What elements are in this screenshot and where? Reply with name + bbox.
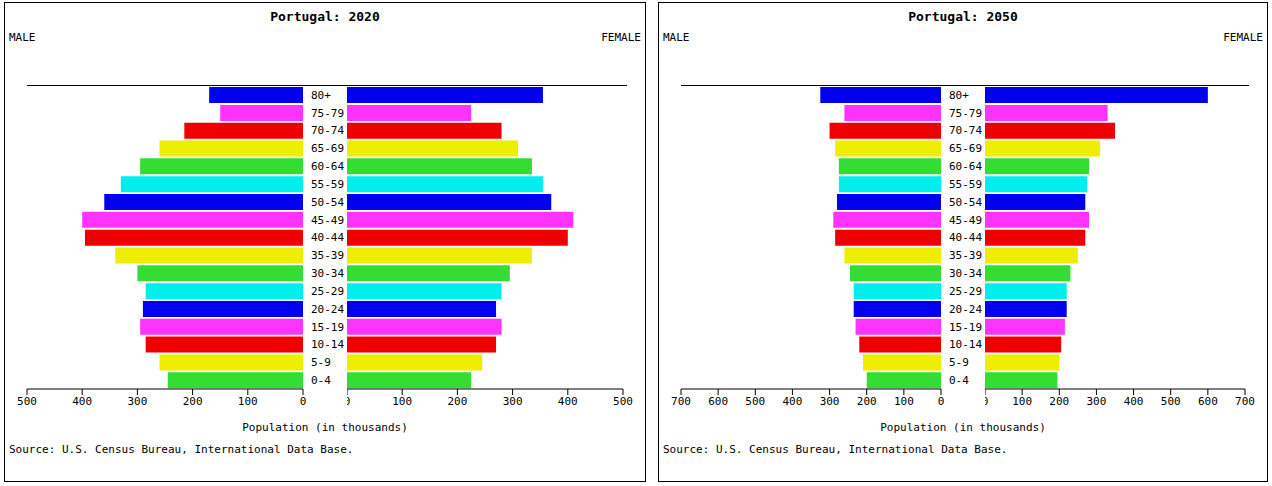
html-text:FEMALE: FEMALE — [601, 31, 641, 44]
svg-text:400: 400 — [782, 395, 802, 408]
svg-text:55-59: 55-59 — [311, 178, 344, 191]
svg-text:500: 500 — [1161, 395, 1181, 408]
svg-text:300: 300 — [127, 395, 147, 408]
html-text:Population (in thousands): Population (in thousands) — [242, 421, 408, 434]
svg-text:100: 100 — [1012, 395, 1032, 408]
svg-text:100: 100 — [238, 395, 258, 408]
svg-text:50-54: 50-54 — [949, 196, 982, 209]
svg-text:45-49: 45-49 — [949, 214, 982, 227]
svg-text:200: 200 — [857, 395, 877, 408]
svg-text:0: 0 — [985, 395, 988, 408]
svg-text:60-64: 60-64 — [949, 160, 982, 173]
svg-text:300: 300 — [503, 395, 523, 408]
svg-text:700: 700 — [1235, 395, 1255, 408]
svg-text:45-49: 45-49 — [311, 214, 344, 227]
html-text:Source: U.S. Census Bureau, In: Source: U.S. Census Bureau, Internationa… — [663, 443, 1008, 456]
svg-text:50-54: 50-54 — [311, 196, 344, 209]
svg-text:5-9: 5-9 — [311, 356, 331, 369]
svg-text:15-19: 15-19 — [311, 321, 344, 334]
svg-text:35-39: 35-39 — [949, 249, 982, 262]
svg-text:500: 500 — [613, 395, 633, 408]
svg-text:200: 200 — [447, 395, 467, 408]
svg-text:40-44: 40-44 — [949, 231, 982, 244]
svg-text:400: 400 — [558, 395, 578, 408]
svg-text:0-4: 0-4 — [311, 374, 331, 387]
svg-text:30-34: 30-34 — [949, 267, 982, 280]
svg-text:25-29: 25-29 — [949, 285, 982, 298]
svg-text:10-14: 10-14 — [311, 338, 344, 351]
svg-text:80+: 80+ — [311, 89, 331, 102]
svg-text:500: 500 — [17, 395, 37, 408]
svg-text:300: 300 — [1086, 395, 1106, 408]
svg-text:400: 400 — [72, 395, 92, 408]
svg-text:0: 0 — [300, 395, 307, 408]
svg-text:600: 600 — [1198, 395, 1218, 408]
svg-text:65-69: 65-69 — [949, 142, 982, 155]
html-text:Source: U.S. Census Bureau, In: Source: U.S. Census Bureau, Internationa… — [9, 443, 354, 456]
svg-text:75-79: 75-79 — [949, 107, 982, 120]
svg-text:100: 100 — [894, 395, 914, 408]
svg-text:55-59: 55-59 — [949, 178, 982, 191]
svg-text:60-64: 60-64 — [311, 160, 344, 173]
svg-text:400: 400 — [1124, 395, 1144, 408]
svg-text:5-9: 5-9 — [949, 356, 969, 369]
svg-text:20-24: 20-24 — [949, 303, 982, 316]
html-text:MALE: MALE — [9, 31, 36, 44]
svg-text:100: 100 — [392, 395, 412, 408]
html-text:Portugal: 2020: Portugal: 2020 — [270, 9, 380, 24]
html-text:Portugal: 2050: Portugal: 2050 — [908, 9, 1018, 24]
svg-text:20-24: 20-24 — [311, 303, 344, 316]
svg-text:40-44: 40-44 — [311, 231, 344, 244]
html-text:FEMALE: FEMALE — [1223, 31, 1263, 44]
svg-text:10-14: 10-14 — [949, 338, 982, 351]
svg-text:0: 0 — [347, 395, 350, 408]
svg-text:600: 600 — [708, 395, 728, 408]
svg-text:0: 0 — [938, 395, 945, 408]
html-text:Population (in thousands): Population (in thousands) — [880, 421, 1046, 434]
svg-text:200: 200 — [1049, 395, 1069, 408]
svg-text:70-74: 70-74 — [949, 124, 982, 137]
svg-text:700: 700 — [671, 395, 691, 408]
svg-text:0-4: 0-4 — [949, 374, 969, 387]
svg-text:35-39: 35-39 — [311, 249, 344, 262]
svg-text:200: 200 — [183, 395, 203, 408]
svg-text:25-29: 25-29 — [311, 285, 344, 298]
svg-text:30-34: 30-34 — [311, 267, 344, 280]
svg-text:80+: 80+ — [949, 89, 969, 102]
html-text:MALE: MALE — [663, 31, 690, 44]
svg-text:15-19: 15-19 — [949, 321, 982, 334]
svg-text:65-69: 65-69 — [311, 142, 344, 155]
svg-text:75-79: 75-79 — [311, 107, 344, 120]
svg-text:70-74: 70-74 — [311, 124, 344, 137]
svg-text:300: 300 — [820, 395, 840, 408]
svg-text:500: 500 — [745, 395, 765, 408]
